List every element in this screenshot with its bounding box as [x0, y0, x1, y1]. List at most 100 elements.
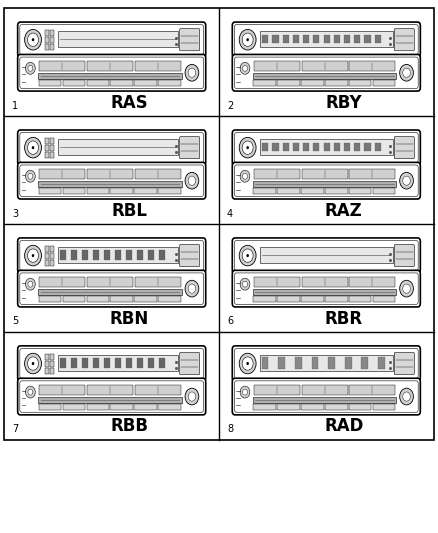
Bar [374, 143, 381, 151]
Bar [159, 250, 165, 260]
Circle shape [25, 170, 35, 182]
Bar [373, 80, 396, 86]
Bar [293, 143, 299, 151]
Bar [110, 296, 133, 302]
Circle shape [400, 64, 413, 81]
Bar [325, 405, 348, 410]
Bar [301, 296, 324, 302]
Bar [46, 146, 49, 151]
Bar [60, 250, 66, 260]
Bar [324, 143, 330, 151]
FancyBboxPatch shape [232, 54, 420, 91]
Circle shape [247, 38, 249, 41]
Bar [87, 61, 133, 71]
Bar [46, 152, 49, 158]
FancyBboxPatch shape [232, 270, 420, 307]
Bar [262, 143, 268, 151]
Circle shape [242, 357, 253, 370]
Bar [110, 189, 133, 195]
Bar [364, 143, 371, 151]
Bar [254, 277, 300, 287]
Circle shape [403, 284, 410, 293]
Bar [39, 405, 61, 410]
Text: 3: 3 [12, 208, 18, 219]
Bar [325, 189, 348, 195]
Bar [110, 405, 133, 410]
Bar [46, 44, 49, 50]
Circle shape [247, 146, 249, 149]
Circle shape [403, 392, 410, 401]
Bar [334, 143, 340, 151]
Text: RBY: RBY [325, 94, 362, 112]
FancyBboxPatch shape [232, 378, 420, 415]
Bar [378, 357, 385, 369]
Circle shape [242, 141, 253, 155]
FancyBboxPatch shape [232, 238, 420, 273]
Circle shape [247, 362, 249, 365]
Bar [50, 152, 54, 158]
Bar [71, 250, 77, 260]
FancyBboxPatch shape [232, 163, 420, 199]
Bar [349, 189, 371, 195]
Bar [302, 277, 348, 287]
FancyBboxPatch shape [180, 245, 200, 266]
Bar [260, 355, 392, 370]
Bar [253, 397, 396, 403]
Bar [39, 385, 85, 395]
Bar [39, 61, 85, 71]
FancyBboxPatch shape [394, 245, 414, 266]
Circle shape [28, 249, 39, 262]
Bar [302, 169, 348, 179]
Bar [50, 361, 54, 367]
Bar [50, 138, 54, 144]
Bar [374, 35, 381, 43]
Bar [254, 296, 276, 302]
FancyBboxPatch shape [232, 346, 420, 381]
Bar [354, 143, 360, 151]
Bar [277, 80, 300, 86]
Text: 4: 4 [227, 208, 233, 219]
Circle shape [240, 278, 250, 290]
Circle shape [32, 362, 34, 365]
Circle shape [28, 173, 33, 179]
FancyBboxPatch shape [394, 136, 414, 159]
Bar [63, 296, 85, 302]
Bar [126, 250, 132, 260]
FancyBboxPatch shape [18, 130, 206, 165]
Bar [350, 385, 396, 395]
Circle shape [188, 68, 196, 77]
Circle shape [25, 29, 42, 50]
Circle shape [25, 278, 35, 290]
Circle shape [25, 353, 42, 374]
Bar [148, 358, 154, 368]
Circle shape [185, 388, 199, 405]
Circle shape [28, 141, 39, 155]
Bar [135, 277, 181, 287]
Text: 1: 1 [12, 101, 18, 111]
Bar [50, 260, 54, 266]
Bar [373, 189, 396, 195]
Text: RAZ: RAZ [325, 201, 363, 220]
Text: RBR: RBR [325, 310, 363, 327]
Circle shape [188, 392, 196, 401]
Bar [254, 80, 276, 86]
FancyBboxPatch shape [394, 352, 414, 375]
Bar [46, 138, 49, 144]
Circle shape [240, 62, 250, 74]
Bar [361, 357, 368, 369]
Bar [46, 37, 49, 43]
Bar [134, 80, 157, 86]
Bar [46, 361, 49, 367]
Bar [39, 277, 85, 287]
Bar [135, 169, 181, 179]
Bar [303, 143, 309, 151]
Bar [46, 368, 49, 374]
Bar [82, 358, 88, 368]
FancyBboxPatch shape [180, 29, 200, 51]
Bar [87, 189, 109, 195]
Bar [295, 357, 302, 369]
Circle shape [28, 66, 33, 71]
Bar [277, 189, 300, 195]
Bar [262, 35, 268, 43]
Bar [39, 397, 182, 403]
